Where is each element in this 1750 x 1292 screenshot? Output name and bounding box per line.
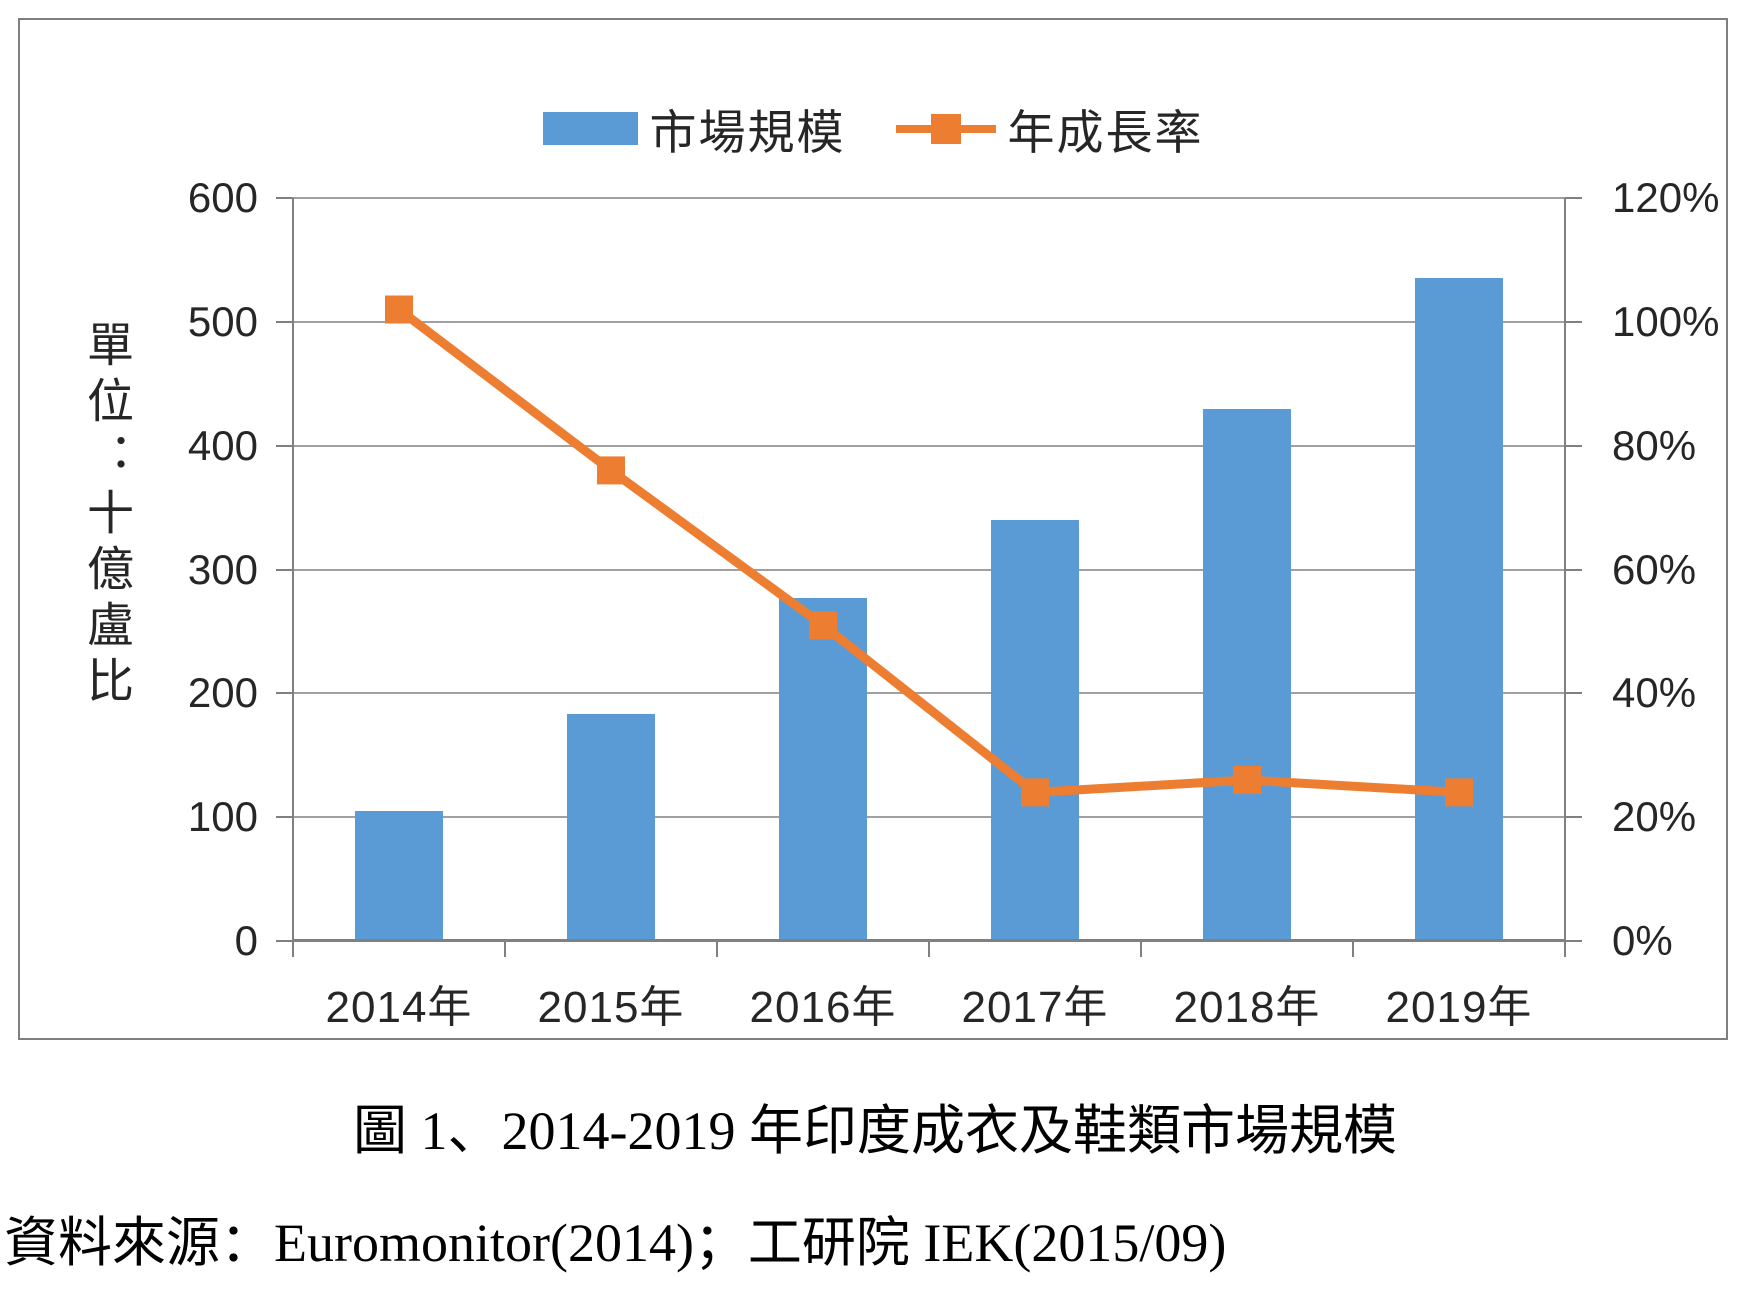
source-note: 資料來源：Euromonitor(2014)；工研院 IEK(2015/09) [4, 1213, 1227, 1273]
y-axis-tick-label-left: 400 [187, 422, 258, 469]
line-marker-2019年 [1445, 778, 1473, 807]
x-axis-tick [716, 941, 718, 957]
bar-2018年 [1203, 409, 1291, 941]
right-axis-tick [1565, 445, 1582, 447]
y-axis-tick-label-right: 20% [1612, 793, 1697, 840]
left-axis-tick [276, 816, 293, 818]
x-axis-label-2017年: 2017年 [961, 983, 1109, 1032]
right-axis-tick [1565, 569, 1582, 571]
line-marker-2014年 [385, 295, 413, 324]
x-axis-label-2015年: 2015年 [537, 983, 685, 1032]
line-marker-2017年 [1021, 778, 1049, 807]
x-axis-label-2019年: 2019年 [1385, 983, 1533, 1032]
line-series-swatch [895, 113, 996, 145]
chart-panel: 市場規模 年成長率 單位：十億盧比 600 120% 500 100% 400 80% 30… [18, 18, 1728, 1040]
line-marker-2018年 [1233, 766, 1261, 794]
bar-2019年 [1415, 278, 1503, 941]
x-axis-tick [1352, 941, 1354, 957]
legend-label-market-size: 市場規模 [649, 106, 846, 159]
growth-rate-line-chart [385, 295, 1473, 807]
y-axis-tick-label-left: 0 [234, 917, 258, 964]
x-axis-label-2014年: 2014年 [325, 983, 473, 1032]
bar-2017年 [991, 520, 1079, 941]
legend-item-market-size: 市場規模 [542, 94, 846, 163]
y-axis-tick-label-left: 200 [187, 669, 258, 716]
x-axis-tick [1564, 941, 1566, 957]
y-axis-tick-label-right: 0% [1612, 917, 1673, 964]
y-axis-tick-label-left: 300 [187, 546, 258, 593]
y-axis-tick-label-right: 40% [1612, 669, 1697, 716]
gridline [293, 816, 1565, 818]
right-axis-tick [1565, 321, 1582, 323]
left-axis-tick [276, 569, 293, 571]
gridline [293, 692, 1565, 694]
y-axis-tick-label-right: 80% [1612, 422, 1697, 469]
growth-rate-line [396, 305, 1460, 797]
right-axis-tick [1565, 197, 1582, 199]
x-axis-label-2018年: 2018年 [1173, 983, 1321, 1032]
x-axis-line [293, 939, 1565, 942]
x-axis-tick [1140, 941, 1142, 957]
y-axis-tick-label-left: 600 [187, 174, 258, 221]
x-axis-label-2016年: 2016年 [749, 983, 897, 1032]
x-axis-tick [292, 941, 294, 957]
y-axis-tick-label-left: 100 [187, 793, 258, 840]
y-axis-line-right [1564, 198, 1566, 941]
x-axis-tick [504, 941, 506, 957]
plot-area: 600 120% 500 100% 400 80% 300 60% 200 40% 100 20% 0 0… [188, 174, 1720, 1032]
line-marker-2015年 [597, 456, 625, 485]
x-axis-tick [928, 941, 930, 957]
bar-2016年 [779, 598, 867, 941]
gridline [293, 445, 1565, 447]
left-axis-tick [276, 197, 293, 199]
right-axis-tick [1565, 816, 1582, 818]
bar-2015年 [567, 714, 655, 941]
gridline [293, 197, 1565, 199]
gridline [293, 569, 1565, 571]
left-axis-tick [276, 445, 293, 447]
bar-series-swatch [542, 112, 638, 145]
legend-item-growth-rate: 年成長率 [895, 94, 1204, 163]
left-axis-tick [276, 692, 293, 694]
left-axis-unit-label: 單位：十億盧比 [80, 320, 133, 712]
y-axis-tick-label-right: 120% [1612, 174, 1720, 221]
left-axis-tick [276, 940, 293, 942]
y-axis-tick-label-right: 60% [1612, 546, 1697, 593]
gridline [293, 321, 1565, 323]
figure-caption: 圖 1、2014-2019 年印度成衣及鞋類市場規模 [353, 1101, 1397, 1161]
right-axis-tick [1565, 940, 1582, 942]
line-marker-2016年 [809, 611, 837, 640]
legend: 市場規模 年成長率 [20, 94, 1726, 163]
line-swatch-marker [930, 113, 961, 144]
y-axis-tick-label-left: 500 [187, 298, 258, 345]
y-axis-line-left [292, 198, 294, 941]
left-axis-tick [276, 321, 293, 323]
right-axis-tick [1565, 692, 1582, 694]
bar-2014年 [355, 811, 443, 941]
y-axis-tick-label-right: 100% [1612, 298, 1720, 345]
legend-label-growth-rate: 年成長率 [1007, 106, 1204, 159]
